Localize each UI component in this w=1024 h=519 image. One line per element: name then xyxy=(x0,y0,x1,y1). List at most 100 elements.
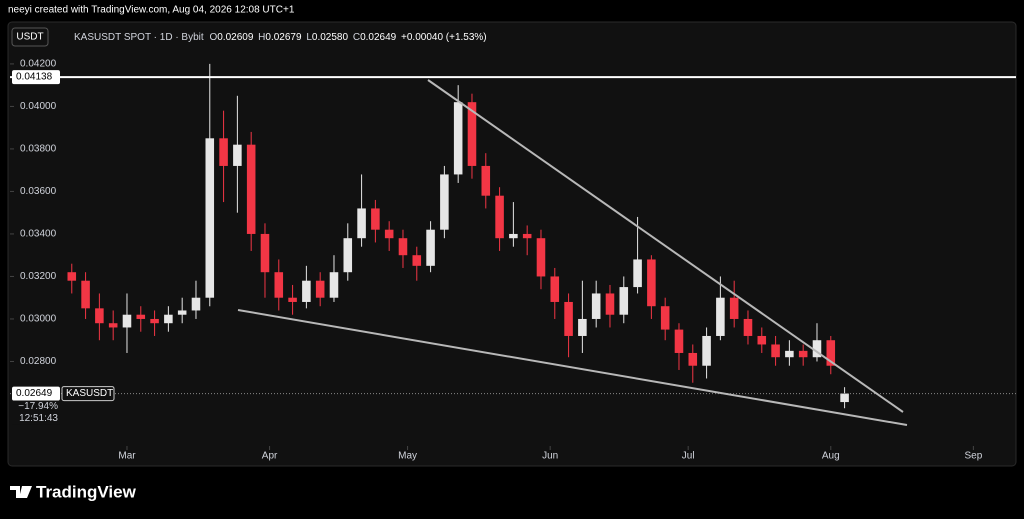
low: 0.02580 xyxy=(312,32,349,43)
y-tick-label: 0.02800 xyxy=(20,356,57,367)
y-tick-label: 0.03800 xyxy=(20,144,57,155)
candle-body xyxy=(647,259,656,307)
labels: 0.02800 0.03000 0.03200 0.03400 0.03600 0.038… xyxy=(12,59,983,462)
chart-panel xyxy=(7,21,1017,467)
x-tick-label: Sep xyxy=(964,451,982,462)
x-tick-label: Mar xyxy=(118,451,136,462)
countdown: 12:51:43 xyxy=(19,413,58,424)
candle-body xyxy=(633,259,642,288)
open: 0.02609 xyxy=(217,32,254,43)
candle-body xyxy=(536,238,546,277)
y-tick-label: 0.03200 xyxy=(20,271,57,282)
x-tick-label: Jul xyxy=(682,451,695,462)
candle-body xyxy=(757,335,767,345)
candle-body xyxy=(357,208,366,239)
trendline-upper xyxy=(427,79,904,413)
candle-body xyxy=(453,102,463,175)
candle-body xyxy=(67,272,77,281)
candle-body xyxy=(288,297,297,302)
candle-body xyxy=(729,297,739,319)
candle-body xyxy=(246,144,256,234)
change-box xyxy=(12,400,60,425)
plot xyxy=(10,63,1016,450)
candle-body xyxy=(108,323,118,328)
y-tick-label: 0.03000 xyxy=(20,314,57,325)
candle-body xyxy=(440,174,449,230)
candle-body xyxy=(150,318,159,324)
candle-body xyxy=(522,233,532,239)
candle-body xyxy=(812,340,822,358)
candle-body xyxy=(702,335,711,366)
candle-body xyxy=(164,314,173,324)
candle-body xyxy=(205,138,215,298)
candle-body xyxy=(398,238,408,256)
candle-body xyxy=(81,280,90,309)
brand-logo: TradingView xyxy=(10,482,137,501)
change: +0.00040 (+1.53%) xyxy=(401,32,487,43)
brand: TradingView xyxy=(36,482,137,501)
symbol: KASUSDT SPOT · 1D · Bybit xyxy=(74,32,204,43)
candle-body xyxy=(315,280,325,298)
y-tick-label: 0.04200 xyxy=(20,59,57,70)
candle-body xyxy=(688,352,698,366)
candle-body xyxy=(674,329,684,353)
candle-body xyxy=(177,310,187,315)
price-change: −17.94% xyxy=(18,401,58,412)
candle-body xyxy=(660,306,670,330)
candle-body xyxy=(481,165,491,196)
logo-mark xyxy=(10,486,32,498)
level-label: 0.04138 xyxy=(16,72,53,83)
candle-body xyxy=(233,144,242,166)
candle-body xyxy=(95,308,104,324)
candle-body xyxy=(564,301,573,336)
x-tick-label: Aug xyxy=(822,451,840,462)
l-label: L xyxy=(306,32,312,43)
last-price: 0.02649 xyxy=(16,388,53,399)
candle-body xyxy=(743,318,753,336)
candle-body xyxy=(329,272,339,298)
candle-body xyxy=(343,238,353,273)
candle-body xyxy=(122,314,132,328)
candle-body xyxy=(260,233,270,273)
candle-body xyxy=(467,102,477,166)
candle-body xyxy=(798,350,808,358)
last-price-box xyxy=(12,386,60,401)
candle-body xyxy=(426,229,435,266)
candle-body xyxy=(384,229,394,239)
candle-body xyxy=(826,340,836,366)
candle-body xyxy=(191,297,201,311)
y-tick-label: 0.03600 xyxy=(20,186,57,197)
candle-body xyxy=(302,280,311,302)
candle-body xyxy=(219,138,228,166)
candle-body xyxy=(495,195,504,239)
x-tick-label: Apr xyxy=(262,451,278,462)
candle-body xyxy=(578,318,587,336)
candle-body xyxy=(591,293,601,319)
candle-body xyxy=(371,208,380,230)
header: neeyi created with TradingView.com, Aug … xyxy=(8,5,295,16)
legend: KASUSDT SPOT · 1D · Bybit O0.02609 H0.02… xyxy=(74,32,487,43)
candle-body xyxy=(785,350,794,358)
candle-body xyxy=(274,272,284,298)
candle-body xyxy=(619,287,629,315)
symbol-label: KASUSDT xyxy=(66,388,113,399)
candle-body xyxy=(771,344,780,358)
candle-body xyxy=(716,297,725,336)
symbol-box xyxy=(61,386,115,402)
level-label-box xyxy=(12,70,60,85)
close: 0.02649 xyxy=(360,32,397,43)
y-tick-label: 0.04000 xyxy=(20,101,57,112)
o-label: O xyxy=(209,32,217,43)
x-tick-label: May xyxy=(398,451,417,462)
high: 0.02679 xyxy=(265,32,302,43)
c-label: C xyxy=(353,32,360,43)
h-label: H xyxy=(258,32,265,43)
candle-body xyxy=(509,233,518,239)
x-tick-label: Jun xyxy=(542,451,558,462)
trendline-lower xyxy=(237,309,908,426)
currency-box[interactable] xyxy=(11,27,49,47)
candle-body xyxy=(136,314,146,319)
candle-body xyxy=(605,293,615,315)
candle-body xyxy=(412,255,422,266)
